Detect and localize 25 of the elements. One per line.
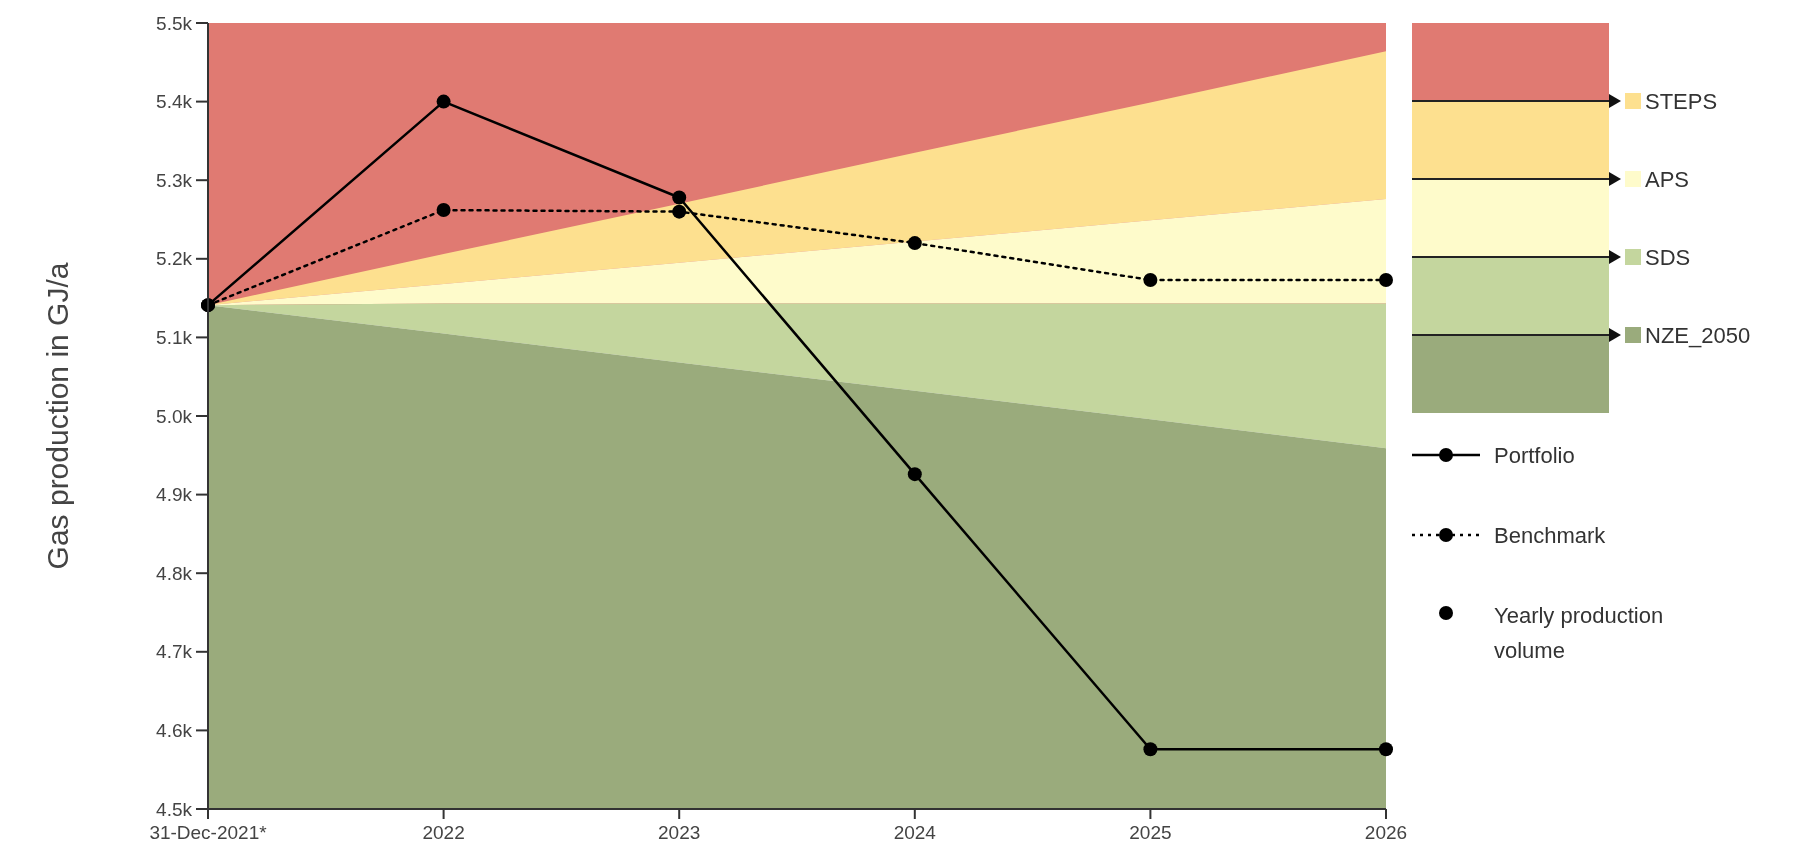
y-tick-label: 5.5k	[156, 12, 193, 34]
x-tick-label: 2023	[658, 822, 701, 843]
legend-label: APS	[1645, 166, 1690, 192]
y-tick-label: 5.3k	[156, 169, 193, 191]
y-tick-label: 5.2k	[156, 248, 193, 270]
y-tick-label: 4.7k	[156, 641, 193, 663]
y-tick-label: 5.0k	[156, 405, 193, 427]
y-tick-label: 4.6k	[156, 720, 193, 742]
text: Yearly production volume	[1494, 602, 1664, 663]
legend-label: STEPS	[1645, 88, 1718, 114]
legend-label: NZE_2050	[1645, 322, 1751, 348]
x-tick-label: 2026	[1364, 822, 1408, 843]
y-tick-label: 5.1k	[156, 327, 193, 349]
y-axis-title: Gas production in GJ/a	[41, 262, 74, 570]
x-tick-label: 2024	[893, 822, 937, 843]
y-tick-label: 4.5k	[156, 798, 193, 820]
legend-label: Benchmark	[1494, 522, 1607, 548]
legend-label: SDS	[1645, 244, 1691, 270]
x-tick-label: 2022	[422, 822, 465, 843]
x-tick-label: 31-Dec-2021*	[149, 822, 268, 843]
y-tick-label: 4.8k	[156, 562, 193, 584]
y-tick-label: 4.9k	[156, 484, 193, 506]
x-tick-label: 2025	[1129, 822, 1172, 843]
legend-label: Portfolio	[1494, 442, 1575, 468]
y-tick-label: 5.4k	[156, 91, 193, 113]
